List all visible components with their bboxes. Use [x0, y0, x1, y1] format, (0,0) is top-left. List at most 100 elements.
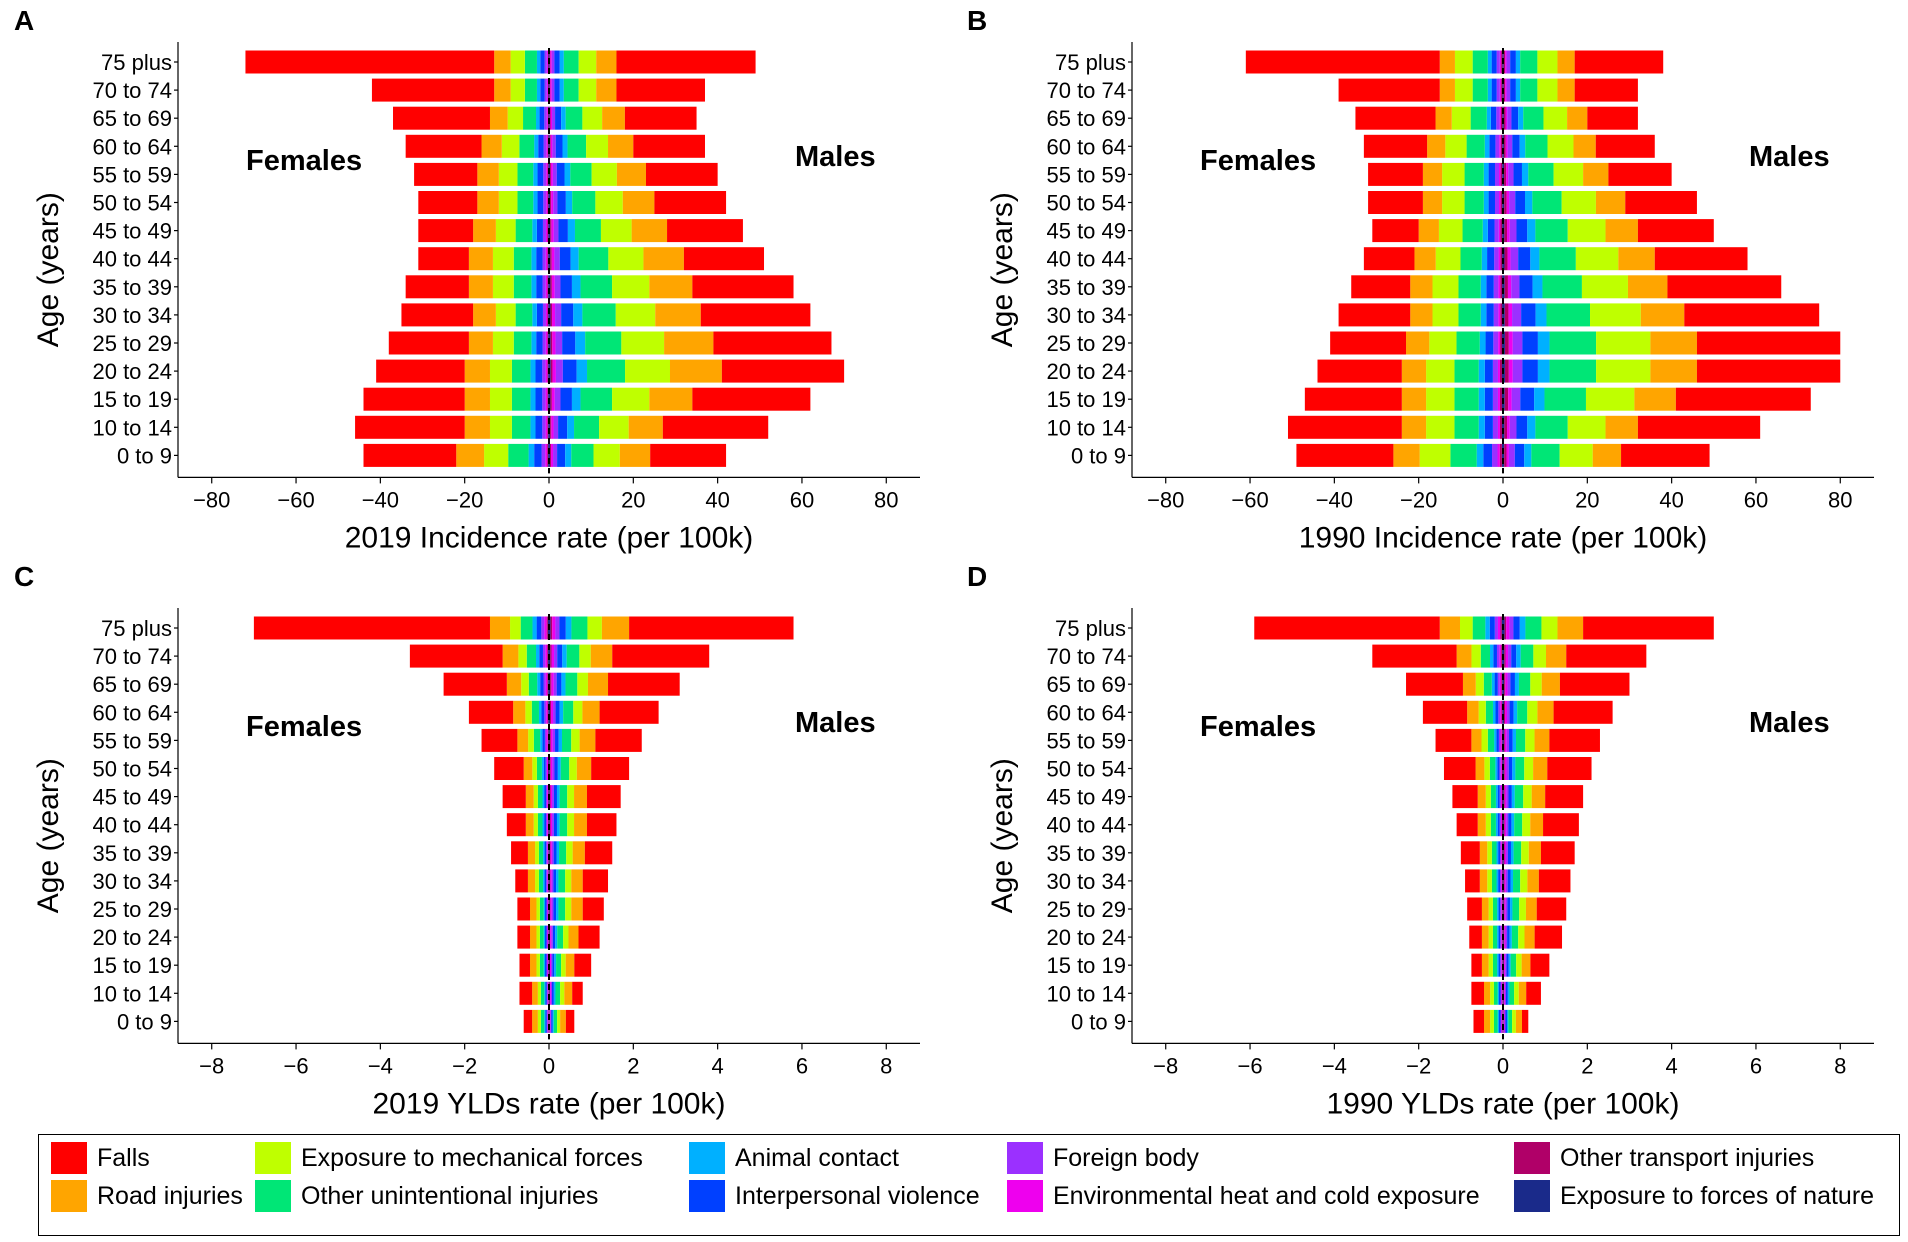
bar-female-animal-contact [1481, 247, 1488, 271]
bar-female-falls [1422, 700, 1468, 724]
bar-female-falls [1456, 813, 1478, 837]
bar-female-other-unintentional-injuries [1460, 247, 1482, 271]
bar-male-interpersonal-violence [1511, 106, 1519, 130]
bar-male-exposure-to-mechanical-forces [578, 78, 597, 102]
bar-female-foreign-body [543, 162, 547, 186]
bar-female-interpersonal-violence [536, 219, 543, 243]
bar-female-animal-contact [1479, 331, 1486, 355]
bar-female-falls [245, 50, 495, 74]
y-tick-label: 15 to 19 [92, 387, 172, 412]
panel-B: B Age (years) 0 to 9 10 to 14 15 to 19 20 to … [967, 5, 1874, 554]
bar-female-exposure-to-mechanical-forces [1454, 50, 1473, 74]
bar-male-other-transport-injuries [549, 813, 551, 837]
bar-male-other-unintentional-injuries [1513, 841, 1522, 865]
bar-male-foreign-body [551, 841, 554, 865]
bar-male-animal-contact [571, 387, 581, 411]
bar-female-road-injuries [464, 415, 490, 439]
bar-female-interpersonal-violence [1498, 897, 1501, 921]
y-tick-label: 40 to 44 [92, 813, 172, 838]
bar-male-other-unintentional-injuries [1546, 303, 1591, 327]
y-tick-label: 25 to 29 [92, 331, 172, 356]
bar-female-interpersonal-violence [1484, 387, 1493, 411]
bar-female-exposure-to-mechanical-forces [1488, 897, 1493, 921]
bar-female-falls [519, 981, 533, 1005]
bar-female-other-unintentional-injuries [537, 813, 543, 837]
bar-female-interpersonal-violence [545, 981, 547, 1005]
bar-female-road-injuries [468, 247, 493, 271]
bar-male-falls [1583, 616, 1714, 640]
bar-male-other-transport-injuries [550, 303, 553, 327]
bar-female-interpersonal-violence [535, 387, 543, 411]
bar-male-environmental-heat-and-cold-exposure [1507, 415, 1510, 439]
bar-male-other-transport-injuries [1503, 134, 1506, 158]
bar-male-foreign-body [552, 757, 555, 780]
bar-female-exposure-to-mechanical-forces [1485, 785, 1491, 809]
bar-male-foreign-body [1505, 925, 1508, 949]
bar-male-other-transport-injuries [1503, 50, 1506, 74]
bar-male-falls [595, 728, 642, 752]
bar-female-road-injuries [1401, 415, 1427, 439]
bar-female-other-transport-injuries [546, 616, 548, 640]
bar-female-falls [1435, 728, 1472, 752]
x-tick-label: 40 [1659, 487, 1683, 512]
bar-female-animal-contact [531, 331, 537, 355]
bar-female-foreign-body [1498, 700, 1501, 724]
bar-female-exposure-to-mechanical-forces [533, 813, 538, 837]
bar-male-exposure-to-mechanical-forces [595, 191, 623, 214]
bar-female-other-transport-injuries [1500, 162, 1503, 186]
bar-female-road-injuries [525, 785, 534, 809]
bar-female-other-unintentional-injuries [511, 415, 531, 439]
bar-male-interpersonal-violence [1512, 134, 1520, 158]
bar-female-exposure-to-forces-of-nature [548, 415, 549, 439]
bar-female-animal-contact [1487, 78, 1492, 102]
bar-male-animal-contact [1525, 191, 1533, 214]
bar-male-interpersonal-violence [553, 869, 557, 893]
legend-item-environmental-heat-and-cold-exposure: Environmental heat and cold exposure [1007, 1179, 1480, 1213]
bar-female-other-transport-injuries [547, 387, 549, 411]
bar-female-animal-contact [1495, 785, 1498, 809]
bar-male-environmental-heat-and-cold-exposure [1507, 247, 1511, 271]
bar-male-other-unintentional-injuries [571, 443, 594, 467]
bar-male-exposure-to-forces-of-nature [1503, 869, 1504, 893]
legend-swatch [51, 1180, 87, 1212]
bar-male-animal-contact [1534, 387, 1545, 411]
bar-female-other-transport-injuries [1501, 50, 1503, 74]
bar-male-other-unintentional-injuries [1539, 247, 1576, 271]
bar-male-other-transport-injuries [1504, 700, 1506, 724]
bar-female-foreign-body [1500, 925, 1502, 949]
bar-female-road-injuries [1427, 134, 1446, 158]
bar-female-environmental-heat-and-cold-exposure [547, 813, 549, 837]
bar-female-other-transport-injuries [1500, 616, 1502, 640]
bar-female-road-injuries [464, 387, 490, 411]
bar-male-animal-contact [1527, 415, 1536, 439]
bar-female-exposure-to-mechanical-forces [501, 134, 520, 158]
bar-male-other-unintentional-injuries [559, 785, 568, 809]
bar-female-road-injuries [523, 757, 533, 780]
bar-female-interpersonal-violence [1498, 953, 1501, 977]
bar-female-other-transport-injuries [1500, 247, 1503, 271]
bar-male-interpersonal-violence [557, 191, 566, 214]
bar-female-interpersonal-violence [1490, 106, 1497, 130]
bar-male-interpersonal-violence [1516, 415, 1528, 439]
bar-male-animal-contact [1518, 106, 1524, 130]
bar-male-exposure-to-forces-of-nature [1503, 841, 1504, 865]
bar-female-animal-contact [541, 757, 544, 780]
bar-male-interpersonal-violence [1516, 219, 1528, 243]
bar-male-exposure-to-forces-of-nature [549, 728, 550, 752]
bar-female-interpersonal-violence [539, 644, 543, 668]
bar-female-other-transport-injuries [1500, 219, 1503, 243]
bar-male-other-unintentional-injuries [1542, 275, 1582, 299]
bar-female-exposure-to-mechanical-forces [510, 616, 521, 640]
bar-male-exposure-to-mechanical-forces [1567, 219, 1606, 243]
bar-male-foreign-body [1509, 219, 1517, 243]
bar-male-exposure-to-mechanical-forces [582, 106, 603, 130]
bar-male-foreign-body [552, 134, 556, 158]
bar-female-environmental-heat-and-cold-exposure [1497, 415, 1500, 439]
y-tick-label: 50 to 54 [1046, 191, 1126, 216]
bar-female-environmental-heat-and-cold-exposure [545, 644, 548, 668]
bar-male-animal-contact [567, 219, 575, 243]
bar-male-exposure-to-mechanical-forces [577, 672, 588, 696]
x-tick-label: 20 [621, 487, 645, 512]
bar-female-animal-contact [542, 813, 545, 837]
bar-female-other-transport-injuries [1500, 331, 1503, 355]
